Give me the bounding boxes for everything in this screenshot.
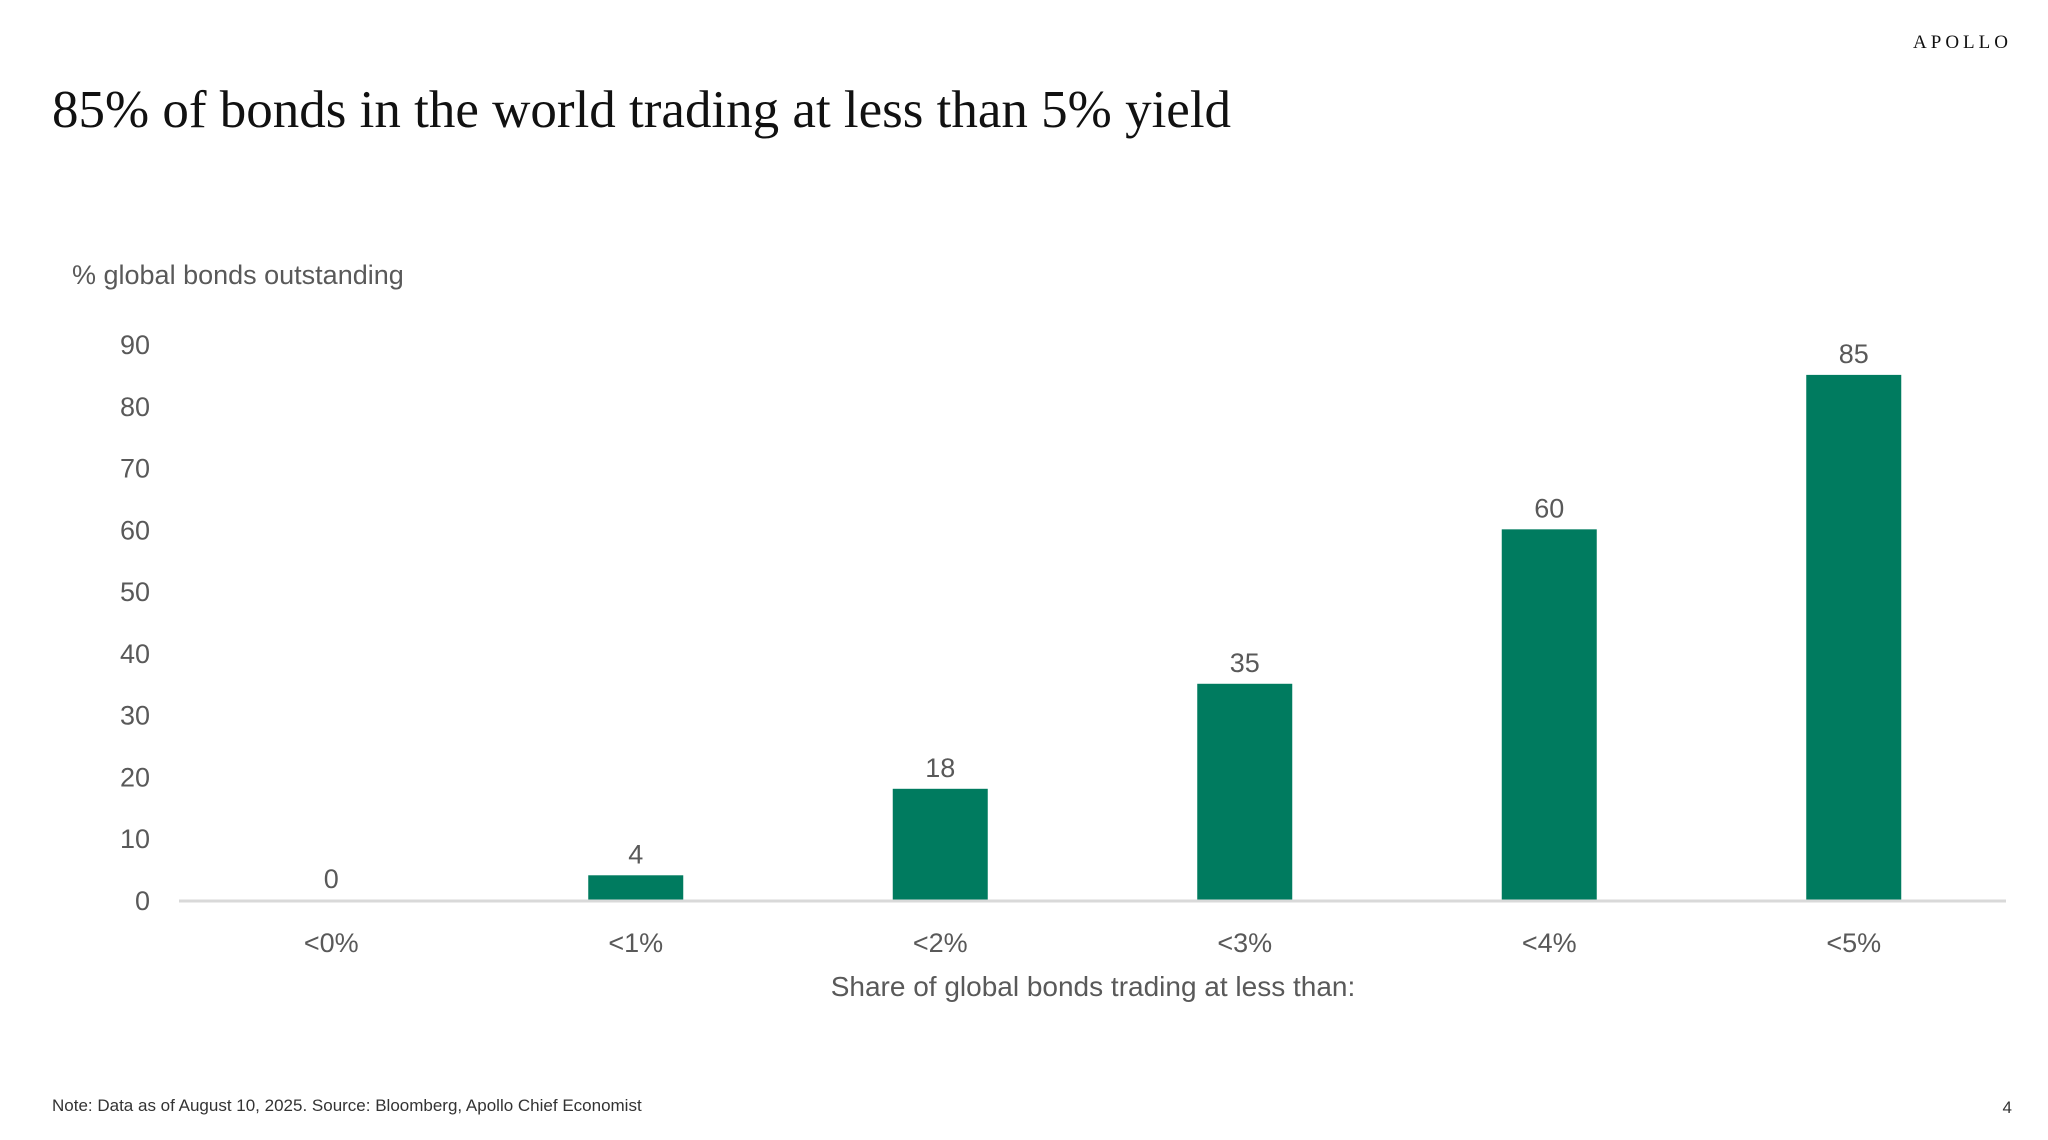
x-tick-label: <0% [304,928,359,958]
y-tick-label: 60 [120,515,150,545]
x-tick-label: <4% [1522,928,1577,958]
data-label: 0 [324,864,339,894]
data-label: 60 [1534,493,1564,523]
y-tick-label: 70 [120,454,150,484]
x-tick-label: <1% [608,928,663,958]
bar [1501,529,1597,900]
y-tick-label: 90 [120,330,150,360]
x-tick-label: <3% [1217,928,1272,958]
y-tick-label: 0 [135,886,150,916]
x-tick-label: <2% [913,928,968,958]
y-axis-label: % global bonds outstanding [72,260,404,290]
data-label: 35 [1230,648,1260,678]
bar [892,788,988,900]
y-tick-label: 50 [120,577,150,607]
apollo-logo: APOLLO [1913,32,2012,53]
y-tick-label: 20 [120,762,150,792]
data-label: 85 [1839,339,1869,369]
data-label: 18 [925,753,955,783]
y-tick-label: 10 [120,824,150,854]
y-tick-label: 40 [120,639,150,669]
x-axis-title: Share of global bonds trading at less th… [831,971,1356,1002]
data-label: 4 [628,839,643,869]
source-note: Note: Data as of August 10, 2025. Source… [52,1096,642,1115]
bar [1806,374,1902,900]
x-tick-label: <5% [1826,928,1881,958]
y-tick-label: 80 [120,392,150,422]
y-tick-label: 30 [120,701,150,731]
page-number: 4 [2002,1098,2012,1117]
page-title: 85% of bonds in the world trading at les… [52,81,1232,139]
bar [1197,683,1293,900]
bar [588,875,684,900]
